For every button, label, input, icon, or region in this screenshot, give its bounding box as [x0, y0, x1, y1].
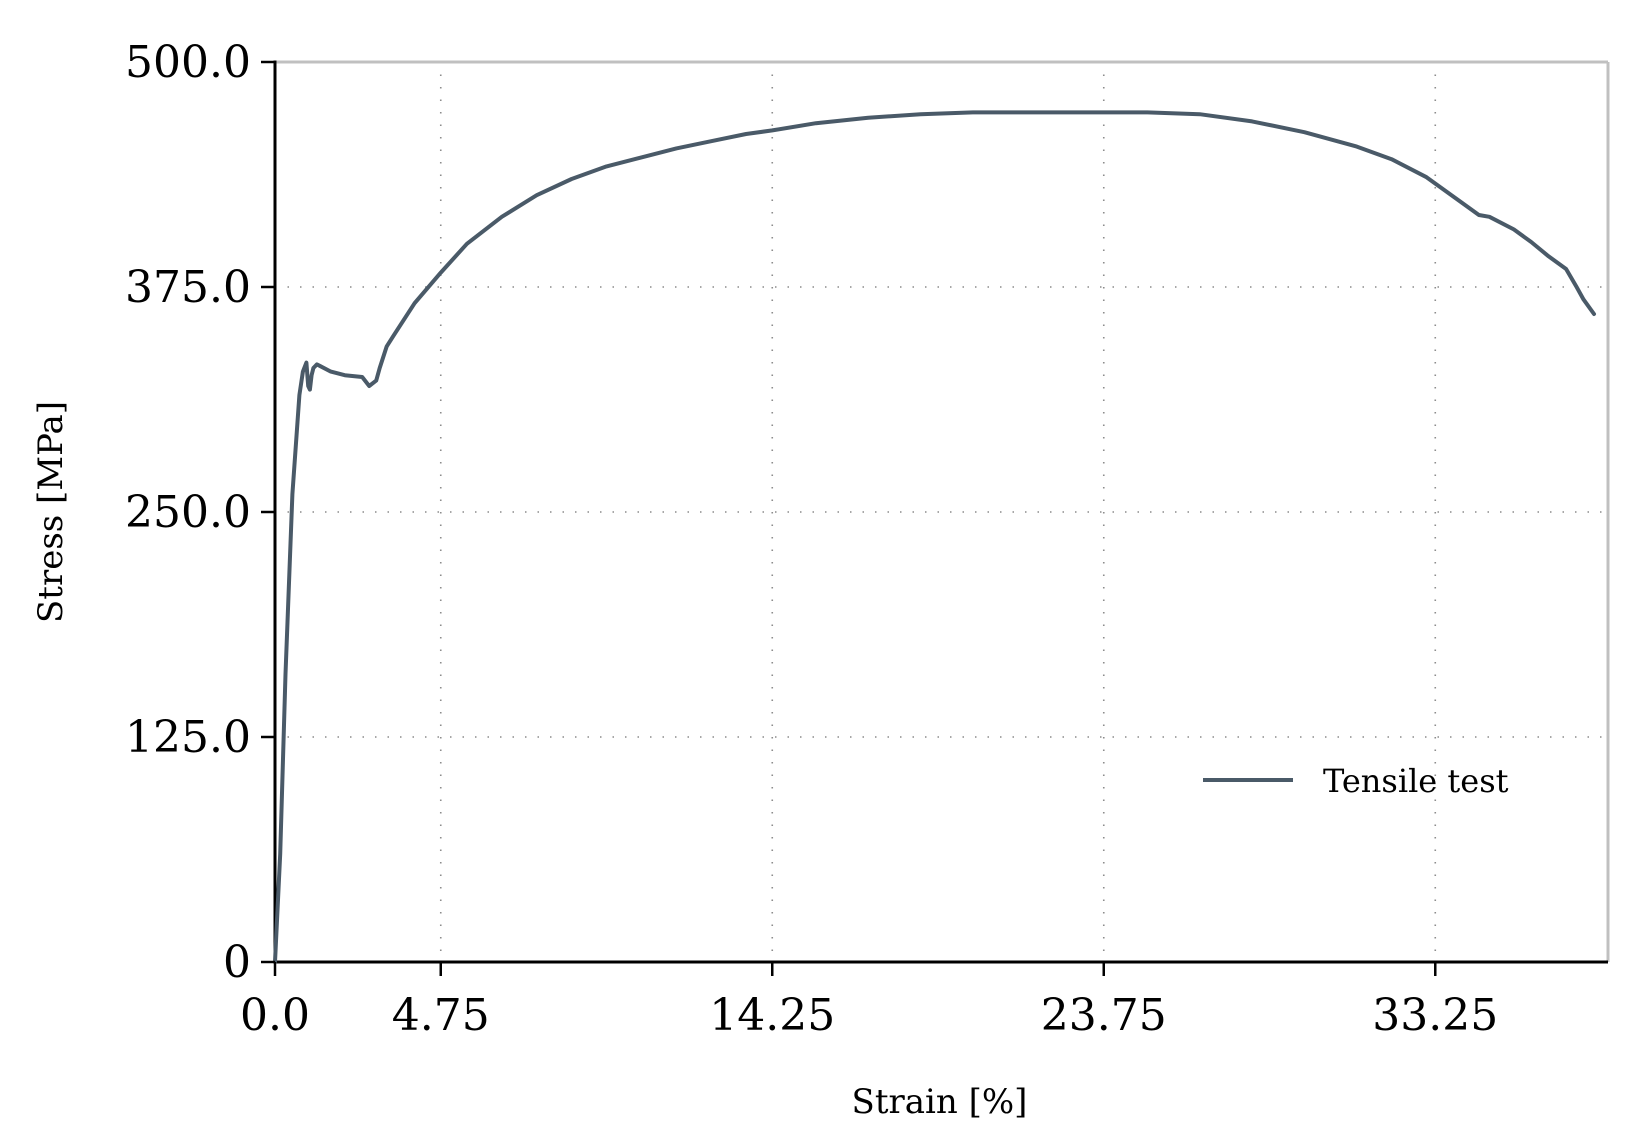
x-tick-label: 33.25 — [1372, 990, 1498, 1041]
legend-label: Tensile test — [1323, 762, 1509, 800]
x-tick-label: 14.25 — [709, 990, 835, 1041]
x-tick-label: 4.75 — [392, 990, 490, 1041]
y-tick-label: 500.0 — [125, 37, 251, 88]
y-tick-label: 0 — [223, 937, 251, 988]
x-tick-label: 0.0 — [240, 990, 310, 1041]
series-layer — [273, 110, 1596, 964]
legend: Tensile test — [1203, 762, 1509, 800]
y-axis-label: Stress [MPa] — [31, 401, 71, 623]
x-tick-label: 23.75 — [1041, 990, 1167, 1041]
series-line — [273, 110, 1596, 964]
grid — [275, 62, 1608, 962]
plot-frame — [273, 60, 1610, 964]
x-axis-label: Strain [%] — [852, 1082, 1028, 1122]
y-tick-label: 125.0 — [125, 712, 251, 763]
y-tick-label: 375.0 — [125, 262, 251, 313]
y-tick-label: 250.0 — [125, 487, 251, 538]
ticks: 0.0 4.75 14.25 23.75 33.25 0 125.0 250.0 375.0 50… — [125, 37, 1498, 1041]
